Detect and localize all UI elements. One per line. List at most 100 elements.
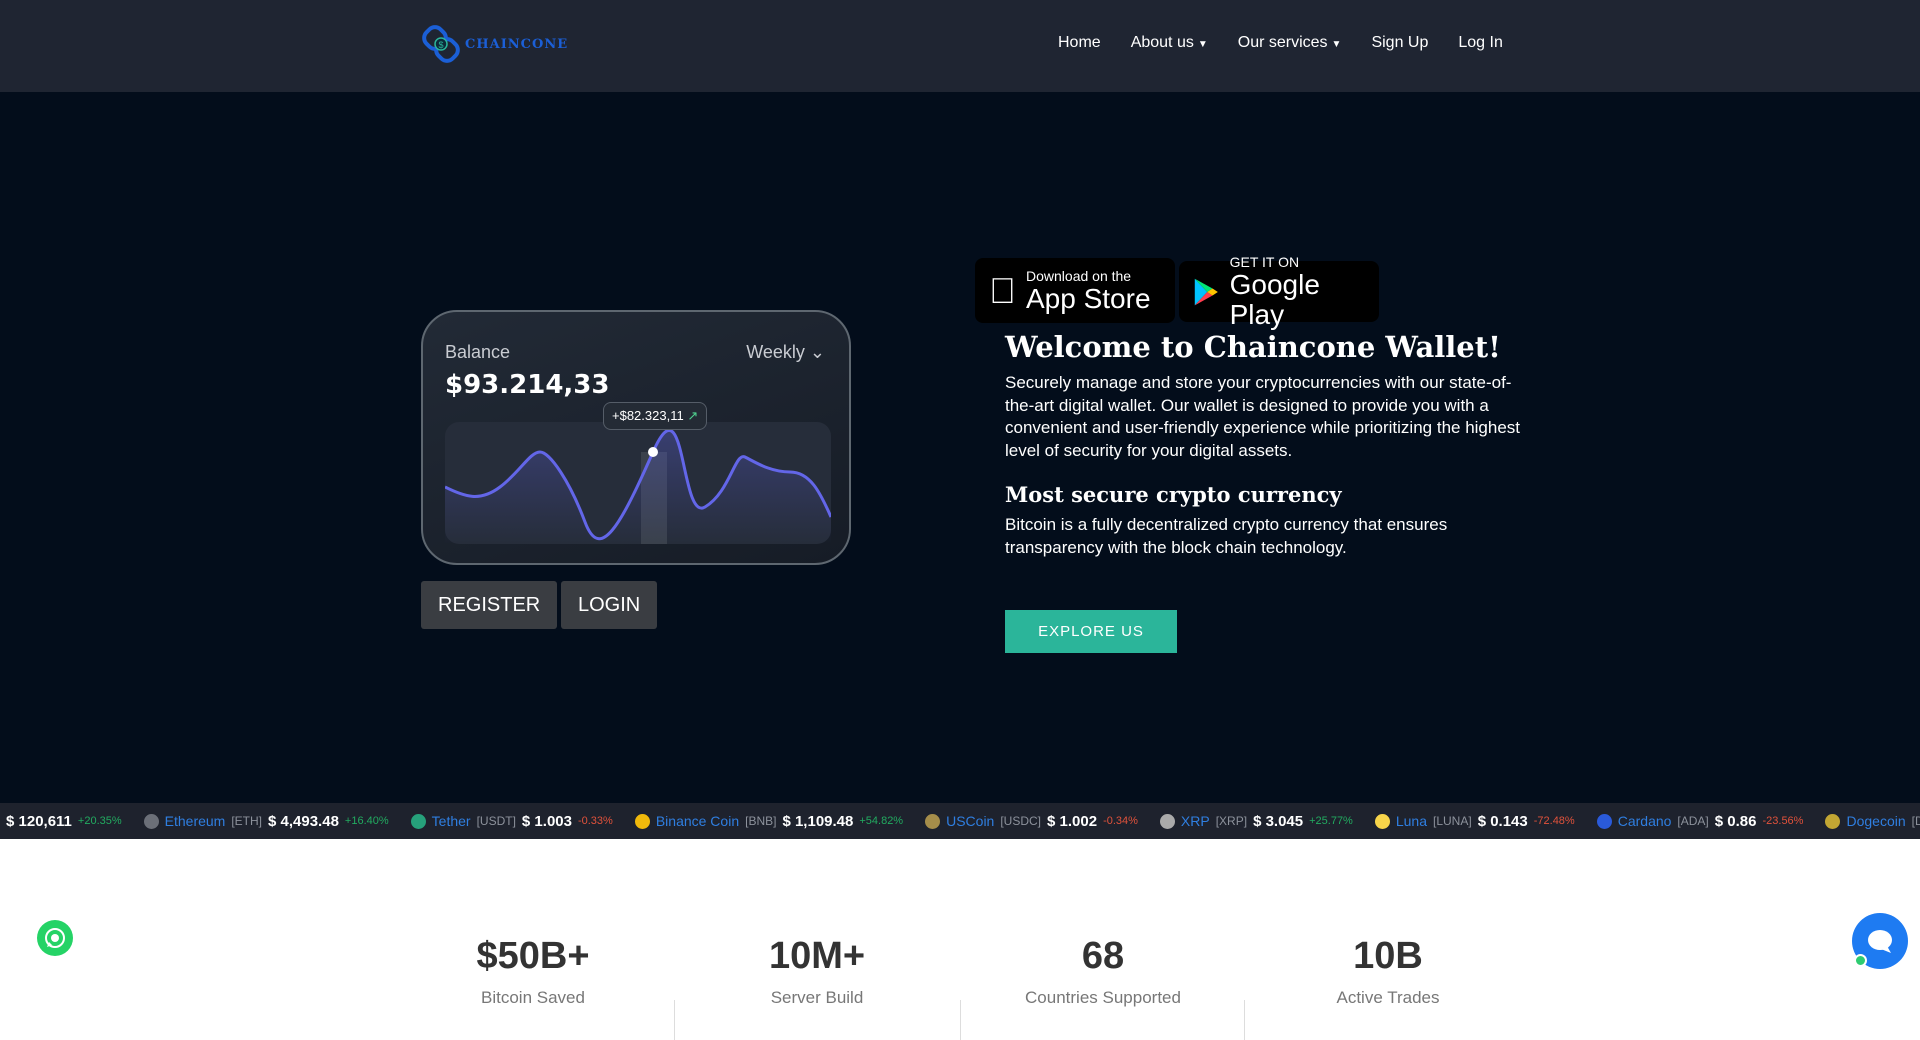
hero-subtitle: Most secure crypto currency — [1005, 482, 1342, 507]
caret-down-icon: ▼ — [1197, 39, 1208, 50]
coin-symbol: [ETH] — [231, 814, 263, 828]
coin-symbol: [XRP] — [1215, 814, 1248, 828]
coin-name: Cardano — [1617, 813, 1672, 829]
chart-line — [445, 429, 831, 541]
coin-symbol: [ADA] — [1677, 814, 1709, 828]
coin-price: $ 1,109.48 — [782, 812, 854, 830]
badge-small-text: Download on the — [999, 267, 1131, 284]
balance-label: Balance — [445, 342, 511, 362]
stat-value: 10M+ — [768, 935, 866, 977]
coin-change: -23.56% — [1762, 815, 1804, 827]
coin-price: $ 3.045 — [1253, 812, 1304, 830]
logo-icon: $ — [422, 25, 460, 63]
main-nav: Home About us ▼ Our services ▼ Sign Up Log… — [1058, 34, 1503, 52]
tooltip-value: +$82.323,11 — [612, 408, 684, 423]
stat-label: Bitcoin Saved — [481, 988, 585, 1007]
caret-down-icon: ▼ — [1331, 39, 1342, 50]
coin-symbol: [BNB] — [745, 814, 777, 828]
stat-item: $50B+ Bitcoin Saved — [393, 935, 673, 1008]
google-play-badge[interactable]: GET IT ON Google Play — [1179, 254, 1379, 329]
coin-change: +25.77% — [1309, 815, 1353, 827]
coin-name: Ethereum — [164, 813, 226, 829]
stat-value: $50B+ — [476, 935, 590, 977]
nav-our-services[interactable]: Our services ▼ — [1238, 34, 1342, 52]
nav-label: Log In — [1458, 34, 1503, 51]
nav-label: Home — [1058, 34, 1101, 51]
stats-section — [0, 839, 1920, 993]
ticker-item[interactable]: Tether [USDT] $ 1.003 -0.33% — [410, 813, 613, 830]
xrp-icon — [1159, 813, 1175, 829]
badge-big-text: App Store — [999, 282, 1151, 314]
coin-name: Dogecoin — [1846, 813, 1906, 829]
coin-change: +54.82% — [859, 815, 904, 827]
coin-price: $ 1.002 — [1047, 812, 1098, 830]
google-play-icon — [1194, 278, 1218, 305]
ticker-item[interactable]: Luna [LUNA] $ 0.143 -72.48% — [1374, 812, 1575, 830]
coin-symbol: [USDC] — [1000, 814, 1042, 828]
ticker-item[interactable]: Binance Coin [BNB] $ 1,109.48 +54.82% — [634, 812, 904, 830]
coin-name: Luna — [1395, 813, 1427, 829]
coin-name: Tether — [431, 813, 471, 829]
explore-us-button[interactable]: EXPLORE US — [1005, 610, 1177, 653]
ticker-item[interactable]: XRP [XRP] $ 3.045 +25.77% — [1159, 812, 1353, 830]
apple-icon:  — [989, 270, 1016, 312]
coin-price: $ 0.143 — [1477, 812, 1528, 830]
binance-icon — [634, 813, 650, 829]
coin-name: XRP — [1180, 813, 1210, 829]
hero-subtext: Bitcoin is a fully decentralized crypto … — [1005, 515, 1448, 557]
nav-home[interactable]: Home — [1058, 34, 1101, 52]
stat-divider — [674, 1000, 675, 1040]
coin-change: +20.35% — [77, 815, 122, 827]
nav-label: Sign Up — [1371, 34, 1429, 51]
chevron-down-icon: ⌄ — [809, 342, 825, 362]
stat-label: Countries Supported — [1025, 988, 1181, 1007]
ethereum-icon — [143, 813, 159, 829]
arrow-up-right-icon: ↗ — [687, 408, 699, 423]
nav-about-us[interactable]: About us ▼ — [1131, 34, 1208, 52]
nav-log-in[interactable]: Log In — [1458, 34, 1502, 52]
badge-small-text: GET IT ON — [1229, 253, 1300, 270]
register-button[interactable]: REGISTER — [421, 581, 558, 629]
ticker-item[interactable]: Cardano [ADA] $ 0.86 -23.56% — [1596, 812, 1804, 830]
logo[interactable]: $ CHAINCONE — [421, 24, 568, 64]
period-label: Weekly — [746, 342, 805, 362]
stat-value: 68 — [1081, 935, 1125, 977]
hero-title: Welcome to Chaincone Wallet! — [1005, 330, 1501, 364]
online-status-dot — [1854, 954, 1867, 967]
tether-icon — [410, 813, 426, 829]
coin-change: -0.33% — [577, 815, 613, 827]
ticker-item[interactable]: Dogecoin[DOGE]$ 0.25 — [1825, 813, 1920, 830]
stat-divider — [1244, 1000, 1245, 1040]
coin-change: -72.48% — [1533, 815, 1575, 827]
stat-value: 10B — [1353, 935, 1423, 977]
stat-item: 68 Countries Supported — [963, 935, 1243, 1008]
nav-sign-up[interactable]: Sign Up — [1371, 34, 1428, 52]
hero-description: Securely manage and store your cryptocur… — [1005, 373, 1521, 460]
cardano-icon — [1596, 813, 1612, 829]
coin-symbol: [DOGE] — [1911, 814, 1920, 828]
coin-change: +16.40% — [344, 815, 389, 827]
ticker-item[interactable]: [BTC]$ 120,611+20.35% — [0, 813, 122, 830]
coin-symbol: [USDT] — [476, 814, 516, 828]
whatsapp-button[interactable] — [37, 920, 73, 956]
logo-text: CHAINCONE — [465, 36, 569, 52]
uscoin-icon — [925, 813, 941, 829]
dogecoin-icon — [1825, 813, 1841, 829]
chart-point — [648, 447, 658, 457]
ticker-item[interactable]: USCoin [USDC] $ 1.002 -0.34% — [925, 813, 1138, 830]
coin-symbol: [LUNA] — [1433, 814, 1472, 828]
svg-text:$: $ — [438, 40, 443, 50]
stat-label: Server Build — [770, 988, 864, 1007]
stat-item: 10B Active Trades — [1248, 935, 1528, 1008]
stat-label: Active Trades — [1336, 988, 1440, 1007]
ticker-item[interactable]: Ethereum [ETH] $ 4,493.48 +16.40% — [143, 813, 389, 830]
stat-item: 10M+ Server Build — [677, 935, 957, 1008]
badge-big-text: Google Play — [1229, 268, 1320, 330]
login-button[interactable]: LOGIN — [561, 581, 658, 629]
chat-bubble-icon — [1868, 930, 1892, 953]
crypto-price-ticker[interactable]: [BTC]$ 120,611+20.35%Ethereum[ETH]$ 4,49… — [0, 803, 1920, 839]
coin-change: -0.34% — [1103, 815, 1138, 827]
stat-divider — [960, 1000, 961, 1040]
coin-price: $ 0.86 — [1714, 812, 1757, 830]
